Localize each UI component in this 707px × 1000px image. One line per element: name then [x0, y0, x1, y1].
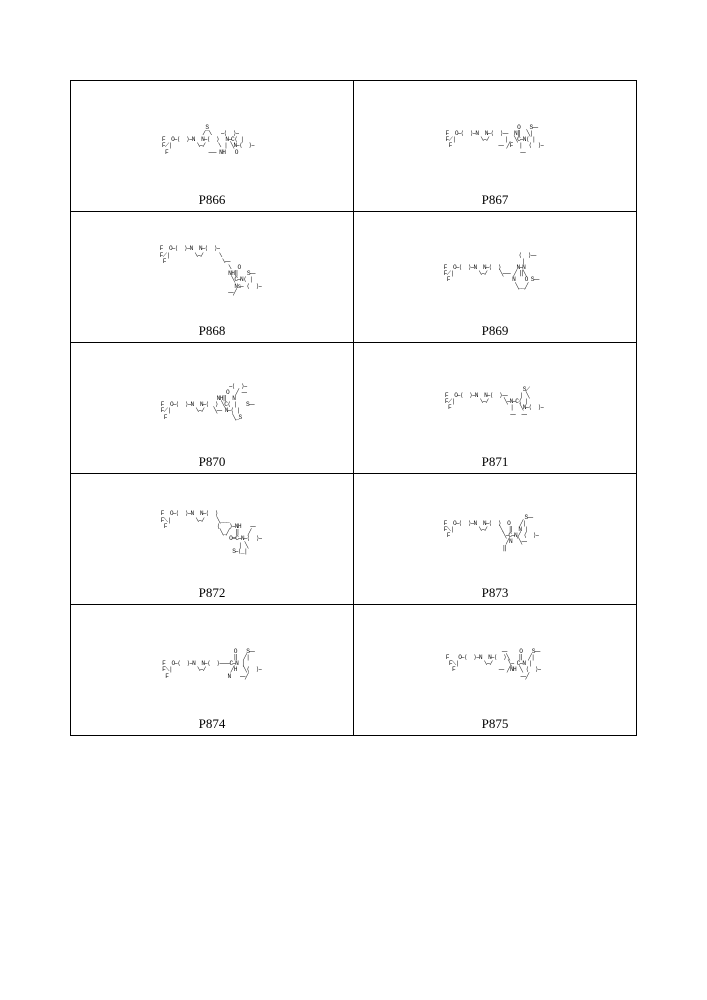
mol-p870: ⎯⟨ ⟩⎯ O ╱ ⎯⎯ NH‖ N F O⎯⟨ ⟩⎯N N⎯⟨ ⟩ ╲C⟨ |…	[158, 384, 267, 421]
structure-p871: S⟋ F O⎯⟨ ⟩⎯N N⎯⟨ ⟩⎯⎯ | ╲ F⟋| \⎯/ ╲⎯N⎯C⟨ …	[354, 350, 636, 455]
cell-p875: ⎯⎯ O S⎯⎯ F O⎯⟨ ⟩⎯N N⎯⟨ ⟩╲ ‖ ╱| F⟍| \⎯/ ╲…	[354, 605, 637, 736]
structure-p874: O S⎯⎯ ‖ ╱| F O⎯⟨ ⟩⎯N N⎯⟨ ⟩⎯⎯⎯⎯C⎯N | F⟍| …	[71, 612, 353, 717]
cell-p871: S⟋ F O⎯⟨ ⟩⎯N N⎯⟨ ⟩⎯⎯ | ╲ F⟋| \⎯/ ╲⎯N⎯C⟨ …	[354, 343, 637, 474]
mol-p869: ⟨ ⟩⎯⎯ | F O⎯⟨ ⟩⎯N N⎯⟨ ⟩ N⎯N F⟋| \⎯/ ╲⎯⎯⎯…	[441, 253, 550, 290]
mol-p873: S⎯⎯ F O⎯⟨ ⟩⎯N N⎯⟨ ⟩ O ╱| F⟍| \⎯/ ╲ ‖ N |…	[441, 515, 550, 552]
structure-p866: S /‾\ ⎯⟨ ⟩⎯ F O⎯⟨ ⟩⎯N N⎯⟨ ⟩ N⎯C⟨ | F⟋| \…	[71, 88, 353, 193]
cell-p868: F O⎯⟨ ⟩⎯N N⎯⟨ ⟩⎯ F⟋| \⎯/ \ F \⎯⎯ \ O NH‖…	[71, 212, 354, 343]
label-p871: P871	[354, 455, 636, 473]
structure-p872: F O⎯⟨ ⟩⎯N N⎯⟨ ⟩ F⟍| \⎯/ ╲___ F ⟨ ⟩⎯NH ⎯⎯…	[71, 481, 353, 586]
cell-p870: ⎯⟨ ⟩⎯ O ╱ ⎯⎯ NH‖ N F O⎯⟨ ⟩⎯N N⎯⟨ ⟩ ╲C⟨ |…	[71, 343, 354, 474]
label-p867: P867	[354, 193, 636, 211]
structure-p875: ⎯⎯ O S⎯⎯ F O⎯⟨ ⟩⎯N N⎯⟨ ⟩╲ ‖ ╱| F⟍| \⎯/ ╲…	[354, 612, 636, 717]
label-p866: P866	[71, 193, 353, 211]
structure-p867: O S⎯⎯ F O⎯⟨ ⟩⎯N N⎯⟨ ⟩⎯⎯ N‖ ╲| F⟋| \⎯/ | …	[354, 88, 636, 193]
mol-p868: F O⎯⟨ ⟩⎯N N⎯⟨ ⟩⎯ F⟋| \⎯/ \ F \⎯⎯ \ O NH‖…	[157, 246, 268, 296]
label-p868: P868	[71, 324, 353, 342]
label-p874: P874	[71, 717, 353, 735]
cell-p872: F O⎯⟨ ⟩⎯N N⎯⟨ ⟩ F⟍| \⎯/ ╲___ F ⟨ ⟩⎯NH ⎯⎯…	[71, 474, 354, 605]
mol-p866: S /‾\ ⎯⟨ ⟩⎯ F O⎯⟨ ⟩⎯N N⎯⟨ ⟩ N⎯C⟨ | F⟋| \…	[159, 125, 266, 156]
mol-p875: ⎯⎯ O S⎯⎯ F O⎯⟨ ⟩⎯N N⎯⟨ ⟩╲ ‖ ╱| F⟍| \⎯/ ╲…	[443, 649, 548, 680]
label-p870: P870	[71, 455, 353, 473]
cell-p866: S /‾\ ⎯⟨ ⟩⎯ F O⎯⟨ ⟩⎯N N⎯⟨ ⟩ N⎯C⟨ | F⟋| \…	[71, 81, 354, 212]
page: S /‾\ ⎯⟨ ⟩⎯ F O⎯⟨ ⟩⎯N N⎯⟨ ⟩ N⎯C⟨ | F⟋| \…	[0, 0, 707, 1000]
mol-p871: S⟋ F O⎯⟨ ⟩⎯N N⎯⟨ ⟩⎯⎯ | ╲ F⟋| \⎯/ ╲⎯N⎯C⟨ …	[442, 387, 548, 418]
structure-p873: S⎯⎯ F O⎯⟨ ⟩⎯N N⎯⟨ ⟩ O ╱| F⟍| \⎯/ ╲ ‖ N |…	[354, 481, 636, 586]
structure-p869: ⟨ ⟩⎯⎯ | F O⎯⟨ ⟩⎯N N⎯⟨ ⟩ N⎯N F⟋| \⎯/ ╲⎯⎯⎯…	[354, 219, 636, 324]
label-p873: P873	[354, 586, 636, 604]
structure-p870: ⎯⟨ ⟩⎯ O ╱ ⎯⎯ NH‖ N F O⎯⟨ ⟩⎯N N⎯⟨ ⟩ ╲C⟨ |…	[71, 350, 353, 455]
compound-grid: S /‾\ ⎯⟨ ⟩⎯ F O⎯⟨ ⟩⎯N N⎯⟨ ⟩ N⎯C⟨ | F⟋| \…	[70, 80, 637, 736]
mol-p872: F O⎯⟨ ⟩⎯N N⎯⟨ ⟩ F⟍| \⎯/ ╲___ F ⟨ ⟩⎯NH ⎯⎯…	[157, 511, 266, 554]
label-p869: P869	[354, 324, 636, 342]
cell-p874: O S⎯⎯ ‖ ╱| F O⎯⟨ ⟩⎯N N⎯⟨ ⟩⎯⎯⎯⎯C⎯N | F⟍| …	[71, 605, 354, 736]
cell-p869: ⟨ ⟩⎯⎯ | F O⎯⟨ ⟩⎯N N⎯⟨ ⟩ N⎯N F⟋| \⎯/ ╲⎯⎯⎯…	[354, 212, 637, 343]
label-p872: P872	[71, 586, 353, 604]
label-p875: P875	[354, 717, 636, 735]
cell-p873: S⎯⎯ F O⎯⟨ ⟩⎯N N⎯⟨ ⟩ O ╱| F⟍| \⎯/ ╲ ‖ N |…	[354, 474, 637, 605]
structure-p868: F O⎯⟨ ⟩⎯N N⎯⟨ ⟩⎯ F⟋| \⎯/ \ F \⎯⎯ \ O NH‖…	[71, 219, 353, 324]
cell-p867: O S⎯⎯ F O⎯⟨ ⟩⎯N N⎯⟨ ⟩⎯⎯ N‖ ╲| F⟋| \⎯/ | …	[354, 81, 637, 212]
mol-p867: O S⎯⎯ F O⎯⟨ ⟩⎯N N⎯⟨ ⟩⎯⎯ N‖ ╲| F⟋| \⎯/ | …	[442, 125, 547, 156]
mol-p874: O S⎯⎯ ‖ ╱| F O⎯⟨ ⟩⎯N N⎯⟨ ⟩⎯⎯⎯⎯C⎯N | F⟍| …	[159, 649, 265, 680]
